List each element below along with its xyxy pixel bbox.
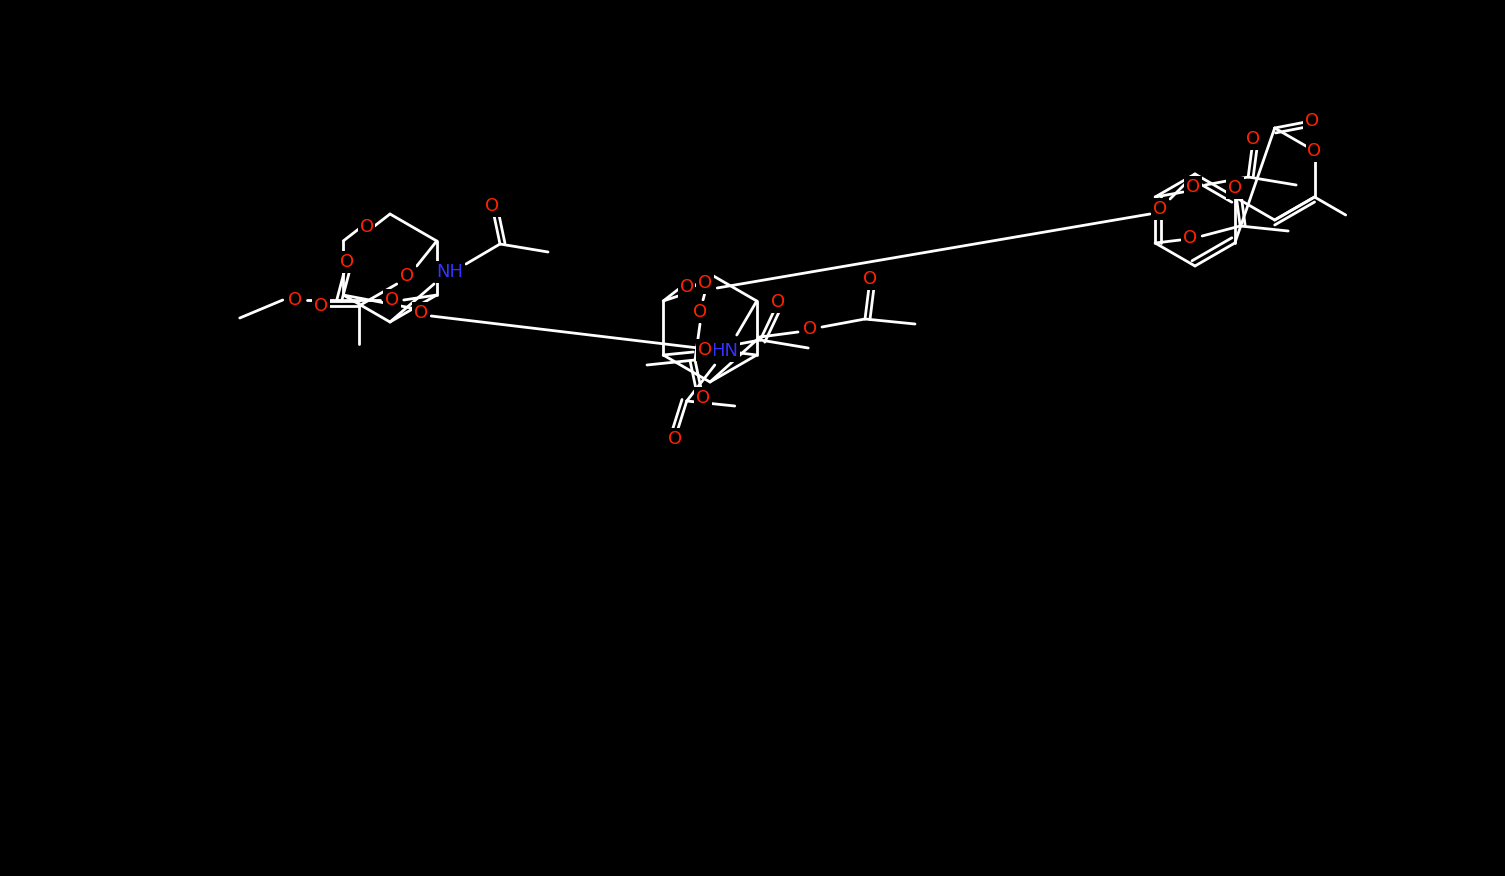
Text: HN: HN (712, 342, 739, 360)
Text: O: O (485, 197, 500, 215)
Text: O: O (1183, 229, 1196, 247)
Text: O: O (340, 253, 354, 271)
Text: O: O (692, 303, 707, 321)
Text: O: O (698, 341, 712, 359)
Text: O: O (385, 291, 399, 309)
Text: O: O (1153, 200, 1166, 218)
Text: O: O (695, 389, 710, 407)
Text: O: O (680, 279, 694, 296)
Text: O: O (804, 320, 817, 338)
Text: O: O (771, 293, 786, 311)
Text: O: O (360, 218, 373, 237)
Text: O: O (1308, 142, 1321, 160)
Text: O: O (287, 291, 303, 309)
Text: O: O (698, 274, 712, 292)
Text: O: O (1228, 179, 1242, 197)
Text: O: O (668, 430, 682, 448)
Text: O: O (414, 304, 429, 322)
Text: O: O (1186, 178, 1199, 196)
Text: O: O (1246, 130, 1260, 148)
Text: O: O (400, 267, 414, 285)
Text: O: O (862, 270, 877, 288)
Text: NH: NH (436, 263, 464, 281)
Text: O: O (1305, 112, 1318, 130)
Text: O: O (313, 297, 328, 315)
